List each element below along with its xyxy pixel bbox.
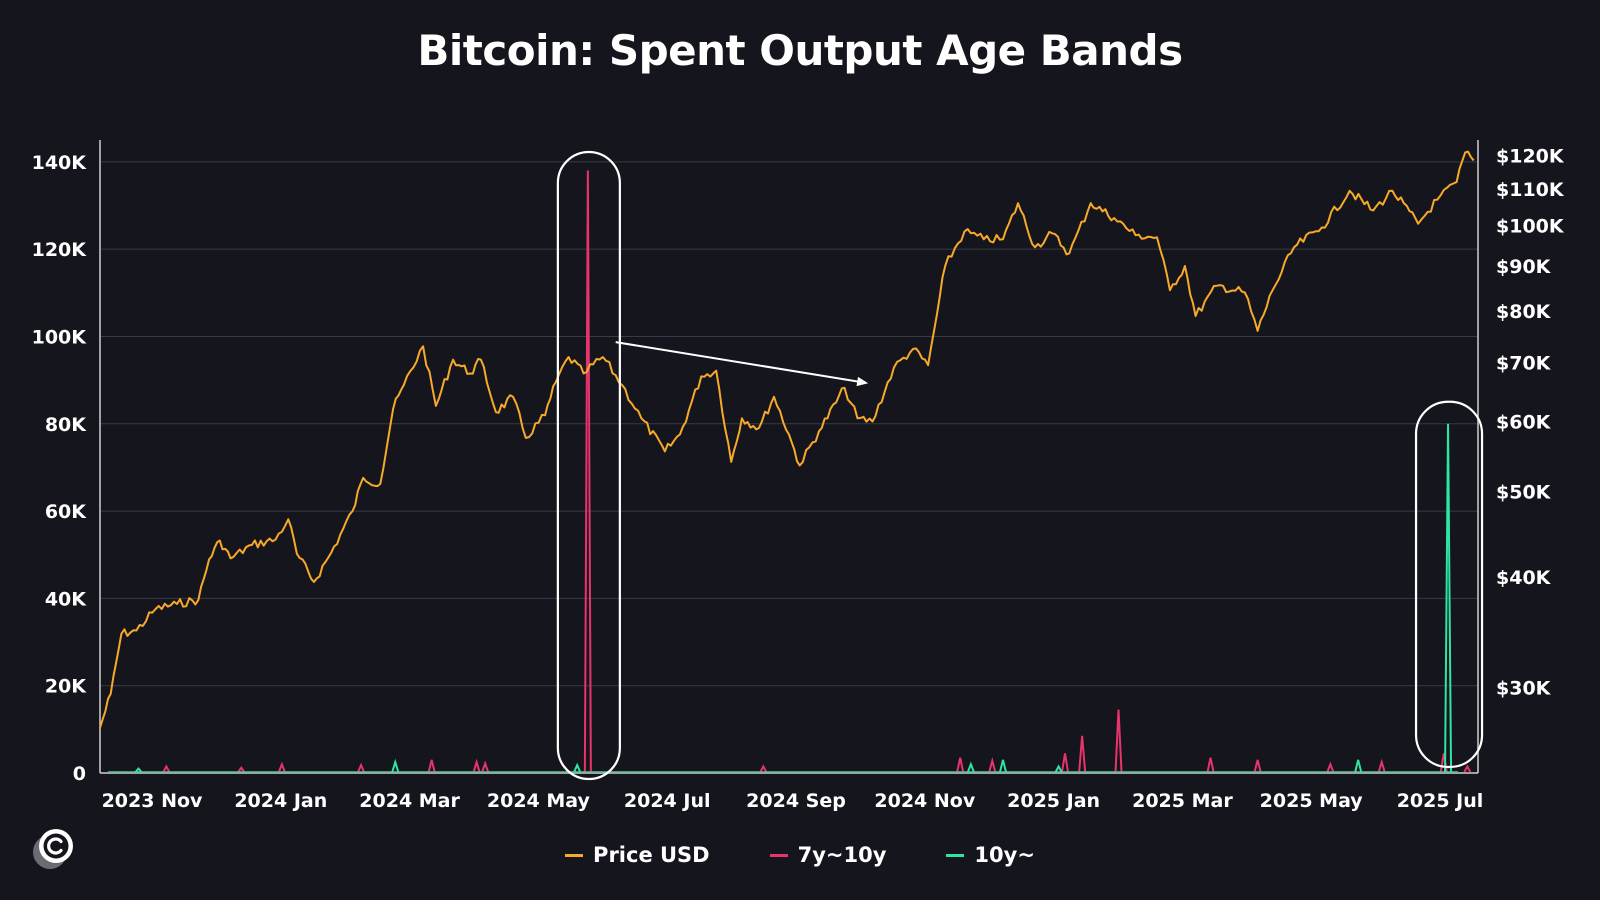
series-spike — [1444, 423, 1453, 773]
x-tick-label: 2025 Jan — [1007, 790, 1100, 812]
price-series — [99, 150, 1475, 729]
series-spike — [391, 758, 400, 773]
y-left-tick-label: 0 — [73, 763, 86, 785]
x-tick-label: 2024 Sep — [746, 790, 846, 812]
legend-label-7y-10y: 7y~10y — [797, 843, 887, 867]
x-tick-label: 2024 Nov — [874, 790, 975, 812]
y-right-tick-label: $30K — [1496, 677, 1552, 699]
series-spike — [1078, 735, 1087, 773]
y-right-tick-label: $90K — [1496, 256, 1552, 278]
series-spike — [573, 762, 582, 773]
y-left-tick-label: 140K — [32, 152, 88, 174]
series-spike — [472, 758, 481, 773]
x-tick-label: 2025 Mar — [1132, 790, 1233, 812]
left-y-axis-ticks: 0 20K 40K 60K 80K 100K 120K 140K — [32, 152, 88, 785]
annotations — [556, 150, 1484, 781]
y-left-tick-label: 60K — [45, 501, 87, 523]
trend-arrow-line — [615, 341, 863, 384]
series-spike — [1253, 759, 1262, 773]
series-spike — [1463, 764, 1472, 773]
series-spike — [481, 760, 490, 773]
x-tick-label: 2025 May — [1260, 790, 1364, 812]
legend-item-10y-plus[interactable]: 10y~ — [946, 843, 1035, 867]
x-tick-label: 2024 May — [487, 790, 591, 812]
legend-label-10y-plus: 10y~ — [974, 843, 1035, 867]
series-spike — [1206, 757, 1215, 773]
y-right-tick-label: $80K — [1496, 301, 1552, 323]
y-right-tick-label: $110K — [1496, 179, 1565, 201]
chart-title: Bitcoin: Spent Output Age Bands — [417, 26, 1183, 75]
series-spike — [1377, 758, 1386, 773]
series-spike — [956, 757, 965, 773]
age-band-series — [108, 170, 1472, 773]
highlight-oval-7y-10y — [556, 150, 621, 781]
series-spike — [357, 762, 365, 773]
series-spike — [1061, 753, 1070, 773]
right-y-axis-ticks: $30K $40K $50K $60K $70K $80K $90K $100K $110K $1… — [1496, 146, 1565, 700]
trend-arrow-head — [856, 376, 869, 387]
c-logo-icon — [33, 829, 73, 869]
x-tick-label: 2024 Jul — [624, 790, 711, 812]
legend-item-price[interactable]: Price USD — [565, 843, 710, 867]
series-spike — [277, 761, 286, 773]
series-spike — [1354, 759, 1363, 773]
y-left-tick-label: 80K — [45, 414, 87, 436]
series-spike — [966, 761, 975, 773]
highlight-oval-10y-plus — [1414, 400, 1484, 769]
y-right-tick-label: $50K — [1496, 481, 1552, 503]
series-spike — [759, 764, 768, 773]
axes — [99, 140, 1479, 774]
legend-swatch-7y-10y — [769, 853, 788, 857]
series-spike — [999, 759, 1007, 773]
y-right-tick-label: $100K — [1496, 216, 1565, 238]
y-left-tick-label: 100K — [32, 326, 88, 348]
series-spike — [1114, 709, 1123, 773]
series-spike — [583, 170, 592, 773]
series-spike — [427, 759, 436, 773]
series-spike — [134, 767, 143, 773]
x-tick-label: 2025 Jul — [1397, 790, 1484, 812]
legend-swatch-price — [565, 853, 584, 857]
legend-label-price: Price USD — [593, 843, 710, 867]
legend-item-7y-10y[interactable]: 7y~10y — [769, 843, 887, 867]
y-right-tick-label: $120K — [1496, 146, 1565, 168]
price-line — [99, 150, 1475, 729]
x-tick-label: 2024 Mar — [359, 790, 460, 812]
x-tick-label: 2024 Jan — [234, 790, 327, 812]
y-left-tick-label: 120K — [32, 239, 88, 261]
y-right-tick-label: $70K — [1496, 352, 1552, 374]
series-spike — [162, 764, 171, 773]
x-axis-ticks: 2023 Nov 2024 Jan 2024 Mar 2024 May 2024 Jul… — [102, 790, 1484, 812]
series-spike — [988, 756, 997, 773]
y-left-tick-label: 20K — [45, 676, 87, 698]
grid-lines — [100, 161, 1478, 687]
x-tick-label: 2023 Nov — [102, 790, 203, 812]
legend: Price USD 7y~10y 10y~ — [0, 843, 1600, 867]
series-spike — [1054, 764, 1063, 773]
y-right-tick-label: $40K — [1496, 567, 1552, 589]
series-spike — [1326, 761, 1335, 773]
legend-swatch-10y-plus — [946, 853, 965, 857]
y-right-tick-label: $60K — [1496, 412, 1552, 434]
series-spike — [237, 766, 246, 773]
y-left-tick-label: 40K — [45, 588, 87, 610]
